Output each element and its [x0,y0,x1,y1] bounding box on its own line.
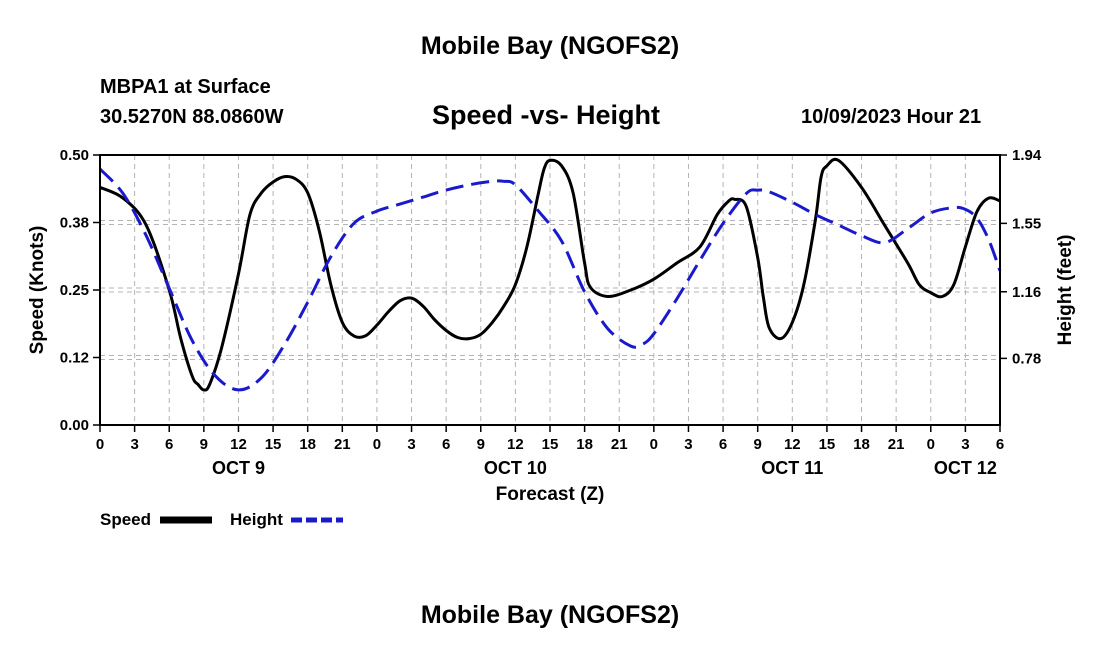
chart-title: Mobile Bay (NGOFS2) [420,32,680,60]
x-tick-label: 6 [165,436,173,453]
footer-title: Mobile Bay (NGOFS2) [420,601,680,629]
x-tick-label: 18 [299,436,316,453]
x-tick-label: 18 [576,436,593,453]
forecast-datetime: 10/09/2023 Hour 21 [801,106,982,128]
x-tick-label: 6 [996,436,1004,453]
chart-subtitle: Speed -vs- Height [432,100,661,130]
y-axis-label-right: Height (feet) [1055,235,1076,346]
series-lines [98,157,1002,392]
x-tick-label: 6 [719,436,727,453]
x-tick-label: 0 [373,436,381,453]
x-tick-label: 21 [334,436,351,453]
x-tick-label: 0 [650,436,658,453]
x-tick-label: 3 [961,436,969,453]
y-tick-label-left: 0.38 [60,215,89,232]
x-tick-label: 0 [96,436,104,453]
legend-label-height: Height [230,510,283,529]
series-line-height [98,167,1002,392]
x-tick-label: 0 [927,436,935,453]
date-label: OCT 9 [212,458,265,478]
legend-label-speed: Speed [100,510,151,529]
date-label: OCT 11 [761,458,823,478]
y-axis-label-left: Speed (Knots) [27,226,48,355]
series-line-speed [99,157,1001,392]
x-tick-label: 6 [442,436,450,453]
x-axis-label: Forecast (Z) [496,484,605,505]
x-tick-label: 3 [684,436,692,453]
y-tick-label-left: 0.12 [60,350,89,367]
x-tick-label: 12 [230,436,247,453]
date-label: OCT 10 [484,458,547,478]
x-tick-label: 21 [611,436,628,453]
axes: 0 3 6 9 12 15 18 21 0 3 6 9 12 15 18 21 0 3 6 9 12 15 18 21 0 3 6 O… [60,147,1042,478]
x-tick-label: 9 [477,436,485,453]
y-tick-label-left: 0.50 [60,147,89,164]
y-tick-label-left: 0.25 [60,282,89,299]
x-tick-label: 3 [130,436,138,453]
x-tick-label: 3 [407,436,415,453]
y-tick-label-right: 1.16 [1012,284,1041,301]
x-tick-label: 15 [819,436,836,453]
x-tick-label: 15 [542,436,559,453]
y-tick-label-left: 0.00 [60,417,89,434]
y-tick-label-right: 0.78 [1012,350,1041,367]
x-tick-label: 12 [784,436,801,453]
x-tick-label: 21 [888,436,905,453]
grid-lines [100,155,1000,425]
legend: Speed Height [100,510,343,529]
station-coordinates: 30.5270N 88.0860W [100,106,284,128]
x-tick-label: 18 [853,436,870,453]
x-tick-label: 9 [200,436,208,453]
date-label: OCT 12 [934,458,997,478]
x-tick-label: 15 [265,436,282,453]
y-tick-label-right: 1.94 [1012,147,1042,164]
x-tick-label: 12 [507,436,524,453]
x-tick-label: 9 [754,436,762,453]
station-label: MBPA1 at Surface [100,76,271,98]
y-tick-label-right: 1.55 [1012,215,1041,232]
